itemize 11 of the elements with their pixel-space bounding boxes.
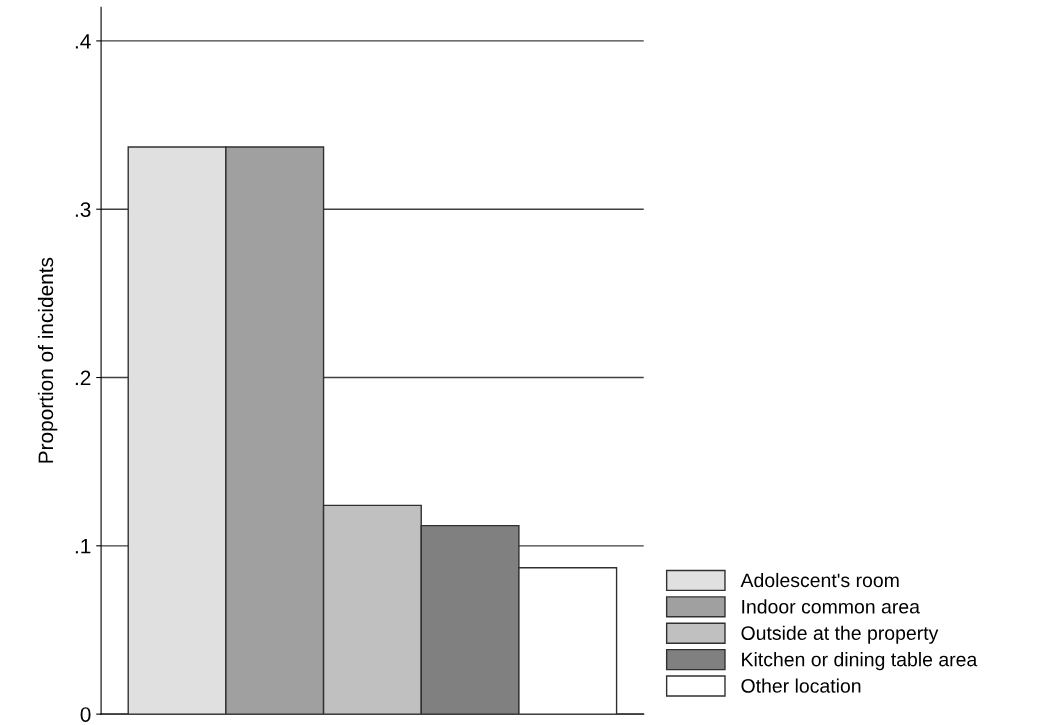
y-tick-label: .4 (75, 34, 91, 49)
legend-label: Indoor common area (742, 599, 920, 614)
y-tick-label: 0 (80, 707, 91, 722)
legend-label: Outside at the property (741, 625, 939, 644)
legend-label: Adolescent's room (740, 572, 899, 588)
legend-label: Kitchen or dining table area (742, 652, 978, 671)
y-tick-label: .2 (75, 370, 91, 386)
legend-label: Other location (741, 678, 861, 693)
y-tick-label: .1 (75, 539, 91, 554)
y-tick-label: .3 (75, 202, 91, 217)
y-axis-title: Proportion of incidents (37, 257, 58, 463)
